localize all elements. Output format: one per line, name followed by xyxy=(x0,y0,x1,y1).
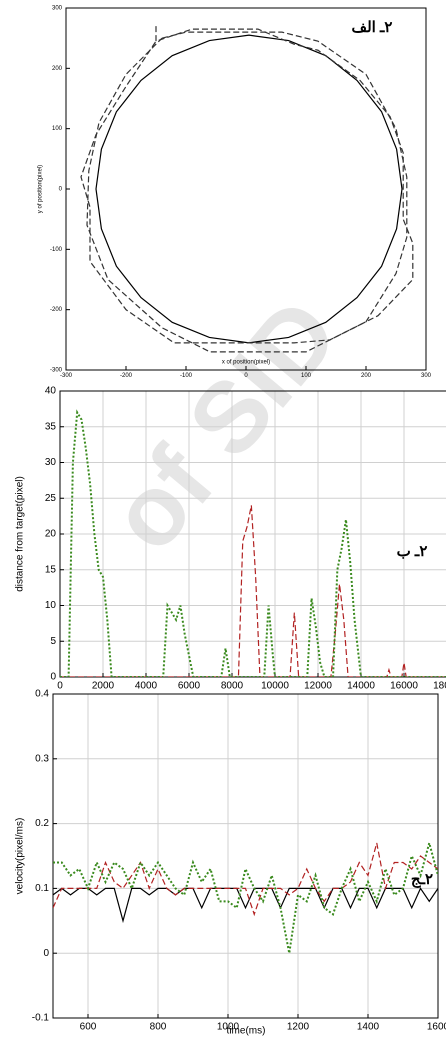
y-tick-label: 0 xyxy=(50,672,56,683)
y-tick-label: 0 xyxy=(59,187,63,193)
plot-frame xyxy=(65,7,427,371)
y-tick-label: 10 xyxy=(45,600,57,611)
x-tick-label: -300 xyxy=(60,373,73,379)
x-tick-label: -100 xyxy=(180,373,193,379)
plot-frame xyxy=(59,390,446,678)
y-tick-label: -100 xyxy=(50,247,63,253)
x-tick-label: 12000 xyxy=(304,681,332,692)
x-tick-label: 10000 xyxy=(261,681,289,692)
y-tick-label: 100 xyxy=(52,126,63,132)
y-tick-label: 5 xyxy=(50,636,56,647)
annotation: ۲ـ ب xyxy=(397,543,428,560)
x-tick-label: 1400 xyxy=(357,1022,380,1033)
annotation: ۲ـج xyxy=(411,871,433,888)
x-axis-label: x of position(pixel) xyxy=(222,360,270,366)
y-tick-label: 0.3 xyxy=(35,753,49,764)
series-line xyxy=(60,505,446,677)
x-tick-label: 1000 xyxy=(217,1022,240,1033)
y-tick-label: 0.1 xyxy=(35,883,49,894)
x-tick-label: 0 xyxy=(57,681,63,692)
y-tick-label: 30 xyxy=(45,457,57,468)
series-line xyxy=(80,26,414,344)
y-tick-label: 0.2 xyxy=(35,818,49,829)
series-line xyxy=(53,887,438,924)
x-tick-label: 4000 xyxy=(135,681,158,692)
x-tick-label: 800 xyxy=(150,1022,167,1033)
y-tick-label: 40 xyxy=(45,386,57,397)
y-tick-label: 200 xyxy=(52,66,63,72)
y-tick-label: -0.1 xyxy=(32,1013,50,1024)
annotation: ۲ـ الف xyxy=(352,19,393,36)
y-tick-label: 15 xyxy=(45,564,57,575)
series-line xyxy=(53,839,438,954)
watermark: of SID xyxy=(88,278,359,571)
y-axis-label: velocity(pixel/ms) xyxy=(15,818,26,895)
x-tick-label: 0 xyxy=(244,373,248,379)
y-tick-label: 20 xyxy=(45,529,57,540)
x-tick-label: 2000 xyxy=(92,681,115,692)
x-tick-label: 18000 xyxy=(433,681,446,692)
x-tick-label: 14000 xyxy=(347,681,375,692)
x-tick-label: 6000 xyxy=(178,681,201,692)
x-tick-label: 1600 xyxy=(427,1022,446,1033)
x-tick-label: 100 xyxy=(301,373,312,379)
y-axis-label: y of position(pixel) xyxy=(38,165,44,213)
y-tick-label: 300 xyxy=(52,6,63,12)
series-line xyxy=(86,31,408,353)
x-tick-label: 600 xyxy=(80,1022,97,1033)
y-tick-label: 35 xyxy=(45,421,57,432)
x-tick-label: 8000 xyxy=(221,681,244,692)
y-tick-label: 0.4 xyxy=(35,689,49,700)
y-tick-label: -200 xyxy=(50,307,63,313)
series-line xyxy=(95,34,403,344)
x-tick-label: 200 xyxy=(361,373,372,379)
x-tick-label: 300 xyxy=(421,373,432,379)
y-tick-label: 0 xyxy=(43,948,49,959)
y-axis-label: distance from target(pixel) xyxy=(15,476,26,592)
series-line xyxy=(53,842,438,917)
x-axis-label: time(ms) xyxy=(227,1026,266,1037)
plot-frame xyxy=(52,693,439,1019)
y-tick-label: -300 xyxy=(50,368,63,374)
y-tick-label: 25 xyxy=(45,493,57,504)
x-tick-label: -200 xyxy=(120,373,133,379)
x-tick-label: 16000 xyxy=(390,681,418,692)
x-tick-label: 1200 xyxy=(287,1022,310,1033)
